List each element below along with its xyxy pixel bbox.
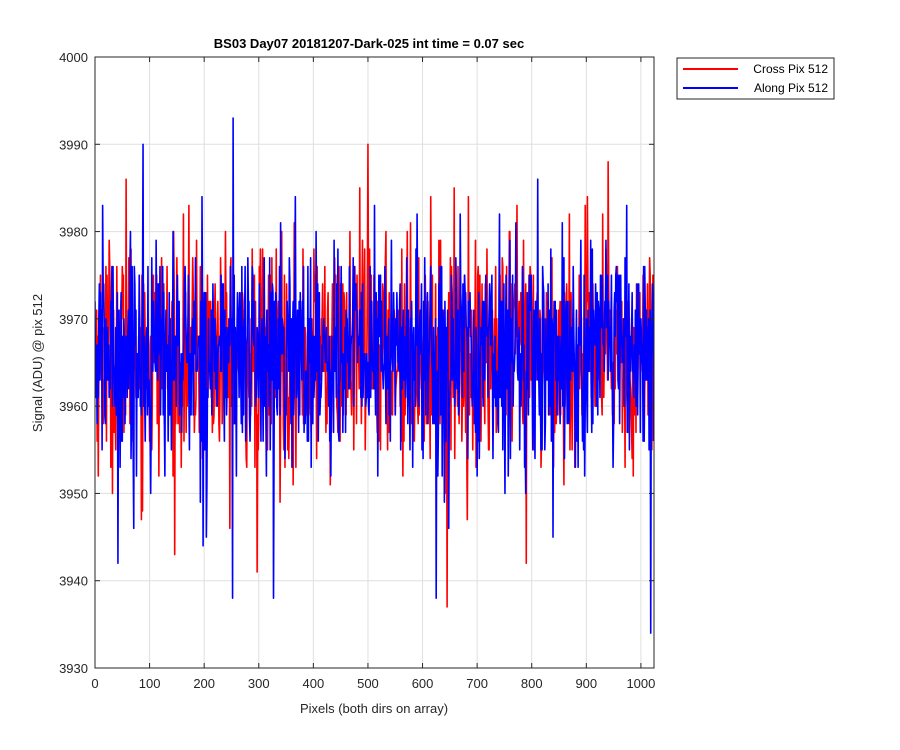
y-axis-label: Signal (ADU) @ pix 512 bbox=[30, 294, 45, 432]
y-tick-label: 3950 bbox=[59, 486, 88, 501]
x-tick-label: 600 bbox=[412, 676, 434, 691]
y-tick-label: 4000 bbox=[59, 50, 88, 65]
x-tick-label: 100 bbox=[139, 676, 161, 691]
chart-title: BS03 Day07 20181207-Dark-025 int time = … bbox=[214, 36, 524, 51]
x-tick-label: 500 bbox=[357, 676, 379, 691]
x-tick-label: 1000 bbox=[626, 676, 655, 691]
y-tick-label: 3930 bbox=[59, 661, 88, 676]
y-axis: 3930 3940 3950 3960 3970 3980 3990 4000 bbox=[59, 50, 654, 676]
y-tick-label: 3960 bbox=[59, 399, 88, 414]
y-tick-label: 3940 bbox=[59, 574, 88, 589]
x-axis-label: Pixels (both dirs on array) bbox=[300, 701, 448, 716]
series-layer bbox=[95, 117, 654, 634]
legend-label-along: Along Pix 512 bbox=[754, 81, 828, 95]
series-line-along bbox=[95, 117, 654, 634]
x-tick-label: 300 bbox=[248, 676, 270, 691]
legend-label-cross: Cross Pix 512 bbox=[753, 62, 828, 76]
x-tick-label: 400 bbox=[303, 676, 325, 691]
legend-box bbox=[676, 57, 835, 100]
y-tick-label: 3980 bbox=[59, 225, 88, 240]
x-tick-label: 900 bbox=[575, 676, 597, 691]
x-axis: 0 100 200 300 400 500 600 700 800 900 1000 bbox=[91, 57, 655, 691]
x-tick-label: 200 bbox=[193, 676, 215, 691]
x-tick-label: 0 bbox=[91, 676, 98, 691]
legend: Cross Pix 512 Along Pix 512 bbox=[676, 57, 835, 100]
plot-frame bbox=[94, 56, 655, 669]
x-tick-label: 800 bbox=[521, 676, 543, 691]
y-tick-label: 3990 bbox=[59, 137, 88, 152]
x-tick-label: 700 bbox=[466, 676, 488, 691]
y-tick-label: 3970 bbox=[59, 312, 88, 327]
